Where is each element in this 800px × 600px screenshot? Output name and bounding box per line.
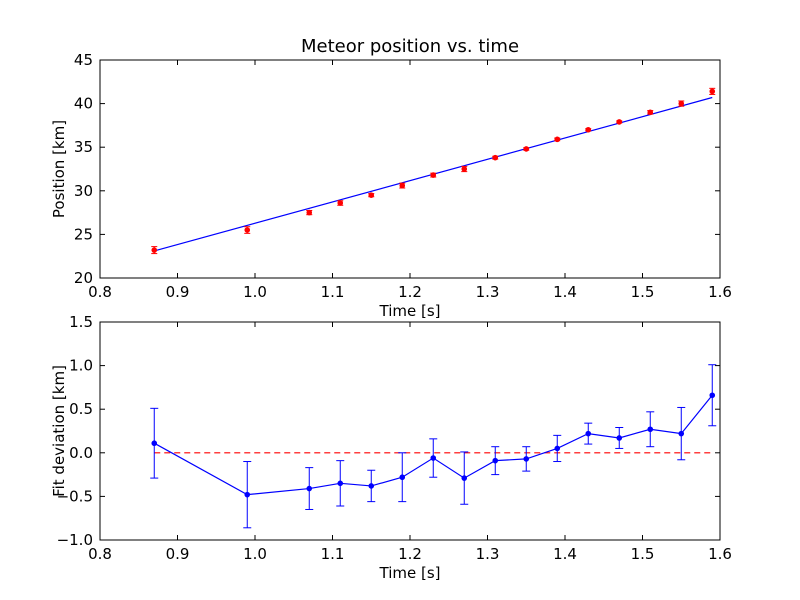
data-point [709,392,716,399]
data-point [585,126,592,133]
x-tick-label: 1.2 [398,545,422,563]
data-point [647,426,654,433]
x-tick-label: 1.0 [243,545,267,563]
y-tick-label: −0.5 [57,487,93,505]
y-tick-label: 0.5 [69,400,93,418]
data-point [554,445,561,452]
data-point [244,491,251,498]
data-point [337,480,344,487]
data-point [399,474,406,481]
position-y-axis-label: Position [km] [50,120,68,218]
data-point [678,100,685,107]
y-tick-label: −1.0 [57,531,93,549]
x-tick-label: 0.9 [166,283,190,301]
y-tick-label: 25 [74,225,93,243]
x-tick-label: 1.1 [321,545,345,563]
data-point [368,483,375,489]
data-point [337,200,344,206]
data-point [430,455,437,461]
y-tick-label: 40 [74,95,93,113]
x-tick-label: 1.6 [708,545,732,563]
y-tick-label: 45 [74,51,93,69]
chart-title: Meteor position vs. time [301,36,519,57]
y-tick-label: 30 [74,182,93,200]
position-plot-area [151,87,716,255]
x-tick-label: 1.6 [708,283,732,301]
data-point [492,154,499,161]
x-tick-label: 0.8 [88,545,112,563]
deviation-y-axis-label: Fit deviation [km] [50,365,68,497]
x-tick-label: 1.5 [631,283,655,301]
deviation-panel: 0.8 0.9 1.0 1.1 1.2 1.3 1.4 1.5 1.6 −1.0 −0.5 0.0 0.… [50,313,732,582]
x-tick-label: 1.2 [398,283,422,301]
data-point [616,119,623,125]
data-point [523,456,530,462]
x-tick-label: 1.4 [553,283,577,301]
data-point [430,172,437,178]
data-point [244,227,251,233]
data-point [554,136,561,143]
y-tick-label: 35 [74,138,93,156]
data-point [368,192,375,198]
data-point [399,182,406,189]
x-tick-label: 1.3 [476,283,500,301]
data-point [492,457,499,464]
data-point [678,430,685,437]
data-point [306,485,313,492]
data-point [306,209,313,216]
data-point [523,146,530,152]
data-point [461,475,468,481]
position-panel: 0.8 0.9 1.0 1.1 1.2 1.3 1.4 1.5 1.6202530354045 … [50,51,732,320]
x-tick-label: 1.1 [321,283,345,301]
deviation-plot-area [150,364,717,529]
deviation-axis-ticks: 0.8 0.9 1.0 1.1 1.2 1.3 1.4 1.5 1.6 −1.0 −0.5 0.0 0.… [57,313,732,563]
y-tick-label: 1.0 [69,357,93,375]
x-tick-label: 1.3 [476,545,500,563]
x-tick-label: 1.5 [631,545,655,563]
y-tick-label: 1.5 [69,313,93,331]
deviation-series-line [153,394,713,496]
position-axis-ticks: 0.8 0.9 1.0 1.1 1.2 1.3 1.4 1.5 1.6 20 25 30 35 40 45 [74,51,732,301]
x-tick-label: 1.4 [553,545,577,563]
data-point [616,435,623,441]
deviation-x-axis-label: Time [s] [379,564,441,582]
data-point [585,430,592,437]
data-point [709,88,716,95]
data-point [151,247,158,253]
x-tick-label: 0.9 [166,545,190,563]
y-tick-label: 0.0 [69,444,93,462]
data-point [151,440,158,447]
position-x-axis-label: Time [s] [379,302,441,320]
y-tick-label: 20 [74,269,93,287]
x-tick-label: 0.8 [88,283,112,301]
x-tick-label: 1.0 [243,283,267,301]
data-point [461,166,468,172]
data-point [647,109,654,116]
